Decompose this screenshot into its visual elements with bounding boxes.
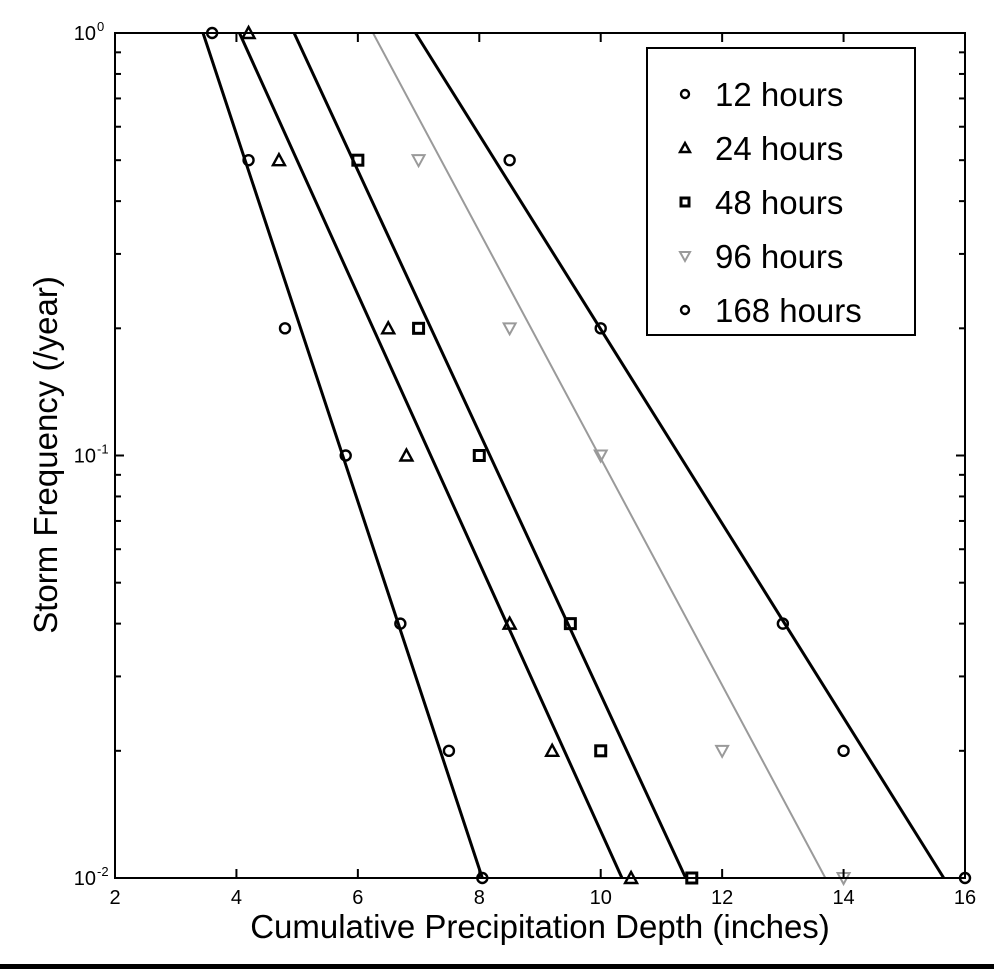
data-point-series-3 <box>563 617 577 631</box>
data-point-series-3 <box>412 321 426 335</box>
data-point-series-3 <box>594 744 608 758</box>
x-axis-label: Cumulative Precipitation Depth (inches) <box>250 908 830 945</box>
x-tick-label: 16 <box>954 887 976 909</box>
data-point-series-2 <box>270 151 287 167</box>
fit-line-series-4 <box>372 32 827 879</box>
data-point-series-2 <box>544 742 561 758</box>
legend-label-series-5: 168 hours <box>715 292 862 329</box>
legend-label-series-1: 12 hours <box>715 76 843 113</box>
data-point-series-5 <box>503 153 516 167</box>
data-point-series-1 <box>442 744 456 758</box>
legend-box <box>646 47 916 336</box>
y-tick-label: 10 <box>74 446 96 468</box>
legend-label-series-3: 48 hours <box>715 184 843 221</box>
y-tick-exponent: -1 <box>97 442 109 457</box>
legend-marker-series-5 <box>679 304 691 316</box>
x-tick-label: 4 <box>231 887 242 909</box>
data-point-series-4 <box>593 449 609 464</box>
y-tick-exponent: 0 <box>97 19 104 34</box>
x-tick-label: 12 <box>711 887 733 909</box>
legend-marker-series-4 <box>678 251 692 264</box>
legend-marker-series-1 <box>679 88 691 100</box>
data-point-series-5 <box>776 617 790 630</box>
data-point-series-2 <box>501 615 518 630</box>
data-point-series-2 <box>398 446 415 462</box>
data-point-series-4 <box>714 744 730 759</box>
x-tick-label: 6 <box>352 887 363 909</box>
fit-line-series-5 <box>414 32 946 879</box>
data-point-series-3 <box>351 153 365 167</box>
legend-label-series-4: 96 hours <box>715 238 843 275</box>
data-point-series-2 <box>380 319 397 335</box>
x-tick-label: 2 <box>109 887 120 909</box>
x-tick-label: 10 <box>590 887 612 909</box>
data-point-series-4 <box>501 322 518 337</box>
data-point-series-3 <box>472 449 486 462</box>
x-tick-label: 8 <box>474 887 485 909</box>
fit-line-series-1 <box>201 32 484 879</box>
legend: 12 hours 24 hours 48 hours 96 hours 168 hour… <box>646 47 916 336</box>
data-point-series-4 <box>410 154 427 169</box>
y-tick-exponent: -2 <box>97 864 109 879</box>
data-point-series-5 <box>594 322 607 335</box>
legend-marker-series-2 <box>677 140 693 154</box>
fit-line-series-3 <box>292 32 688 879</box>
y-axis-label: Storm Frequency (/year) <box>27 276 64 634</box>
y-tick-label: 10 <box>74 23 96 45</box>
data-point-series-1 <box>339 449 352 462</box>
x-tick-label: 14 <box>832 887 854 909</box>
fit-line-series-2 <box>238 32 624 879</box>
data-point-series-1 <box>278 322 292 335</box>
y-tick-label: 10 <box>74 868 96 890</box>
legend-marker-series-3 <box>679 196 691 208</box>
data-point-series-1 <box>394 617 407 630</box>
data-point-series-1 <box>242 153 255 167</box>
legend-label-series-2: 24 hours <box>715 130 843 167</box>
data-point-series-5 <box>837 744 850 758</box>
